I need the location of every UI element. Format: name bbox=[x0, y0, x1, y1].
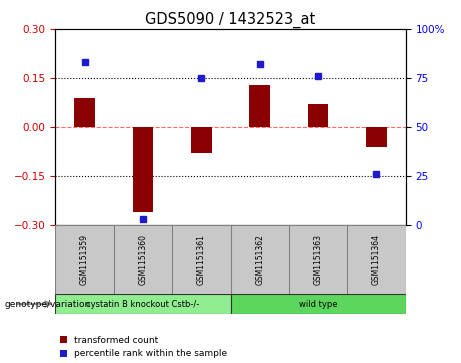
Bar bbox=[308, 104, 328, 127]
Text: GSM1151362: GSM1151362 bbox=[255, 234, 264, 285]
Text: GSM1151363: GSM1151363 bbox=[313, 234, 323, 285]
Bar bbox=[133, 127, 153, 212]
Title: GDS5090 / 1432523_at: GDS5090 / 1432523_at bbox=[145, 12, 316, 28]
Bar bbox=[249, 85, 270, 127]
Bar bbox=[55, 294, 230, 314]
Text: genotype/variation: genotype/variation bbox=[5, 299, 91, 309]
Text: GSM1151360: GSM1151360 bbox=[138, 234, 148, 285]
Bar bbox=[74, 98, 95, 127]
Legend: transformed count, percentile rank within the sample: transformed count, percentile rank withi… bbox=[60, 336, 227, 359]
Bar bbox=[230, 294, 406, 314]
Text: wild type: wild type bbox=[299, 299, 337, 309]
Text: GSM1151359: GSM1151359 bbox=[80, 234, 89, 285]
Bar bbox=[366, 127, 387, 147]
Text: GSM1151364: GSM1151364 bbox=[372, 234, 381, 285]
Text: GSM1151361: GSM1151361 bbox=[197, 234, 206, 285]
Text: cystatin B knockout Cstb-/-: cystatin B knockout Cstb-/- bbox=[86, 299, 200, 309]
Bar bbox=[191, 127, 212, 153]
